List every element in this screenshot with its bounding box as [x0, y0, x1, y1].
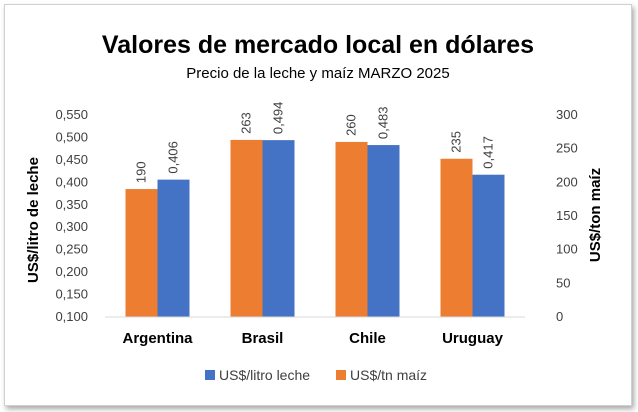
chart-title: Valores de mercado local en dólares [102, 31, 534, 59]
bars-group: 190 0,406 263 0,494 260 0,483 235 0,417 [125, 102, 505, 317]
category-label: Uruguay [442, 330, 504, 347]
bar-leche-brasil [262, 140, 295, 317]
bar-maiz-uruguay [440, 158, 473, 317]
legend: US$/litro leche US$/tn maíz [205, 367, 427, 383]
bar-leche-uruguay [472, 174, 505, 317]
chart-subtitle: Precio de la leche y maíz MARZO 2025 [186, 65, 449, 82]
right-tick-label: 0 [556, 309, 563, 324]
chart-frame: Valores de mercado local en dólares Prec… [4, 4, 632, 406]
right-axis-label: US$/ton maíz [587, 168, 604, 262]
category-label: Brasil [242, 330, 284, 347]
right-tick-label: 200 [556, 174, 578, 189]
left-tick-label: 0,150 [55, 287, 88, 302]
category-labels: Argentina Brasil Chile Uruguay [122, 330, 503, 347]
bar-maiz-chile [335, 141, 368, 317]
data-label: 263 [239, 112, 254, 134]
right-tick-label: 50 [556, 275, 570, 290]
bar-leche-chile [367, 145, 400, 317]
data-label: 260 [344, 114, 359, 136]
left-axis-ticks: 0,100 0,150 0,200 0,250 0,300 0,350 0,400 0,450… [55, 107, 88, 324]
category-label: Argentina [122, 330, 193, 347]
data-label: 0,494 [271, 102, 286, 135]
category-label: Chile [349, 330, 386, 347]
legend-swatch [336, 370, 346, 380]
data-label: 0,417 [481, 136, 496, 169]
legend-label: US$/litro leche [219, 367, 310, 383]
right-tick-label: 300 [556, 107, 578, 122]
data-label: 0,483 [376, 107, 391, 140]
right-axis-ticks: 0 50 100 150 200 250 300 [556, 107, 578, 324]
bar-maiz-brasil [230, 139, 263, 317]
bar-leche-argentina [157, 179, 190, 317]
left-tick-label: 0,300 [55, 219, 88, 234]
left-tick-label: 0,200 [55, 264, 88, 279]
data-label: 0,406 [166, 141, 181, 174]
left-tick-label: 0,550 [55, 107, 88, 122]
left-tick-label: 0,450 [55, 152, 88, 167]
left-tick-label: 0,400 [55, 174, 88, 189]
left-tick-label: 0,250 [55, 242, 88, 257]
left-tick-label: 0,350 [55, 197, 88, 212]
right-tick-label: 150 [556, 208, 578, 223]
legend-label: US$/tn maíz [350, 367, 427, 383]
left-tick-label: 0,500 [55, 129, 88, 144]
left-tick-label: 0,100 [55, 309, 88, 324]
data-label: 190 [134, 161, 149, 183]
bar-maiz-argentina [125, 189, 158, 317]
legend-swatch [205, 370, 215, 380]
data-label: 235 [449, 131, 464, 153]
right-tick-label: 250 [556, 141, 578, 156]
chart-svg: Valores de mercado local en dólares Prec… [25, 31, 604, 383]
left-axis-label: US$/litro de leche [25, 157, 42, 283]
right-tick-label: 100 [556, 242, 578, 257]
